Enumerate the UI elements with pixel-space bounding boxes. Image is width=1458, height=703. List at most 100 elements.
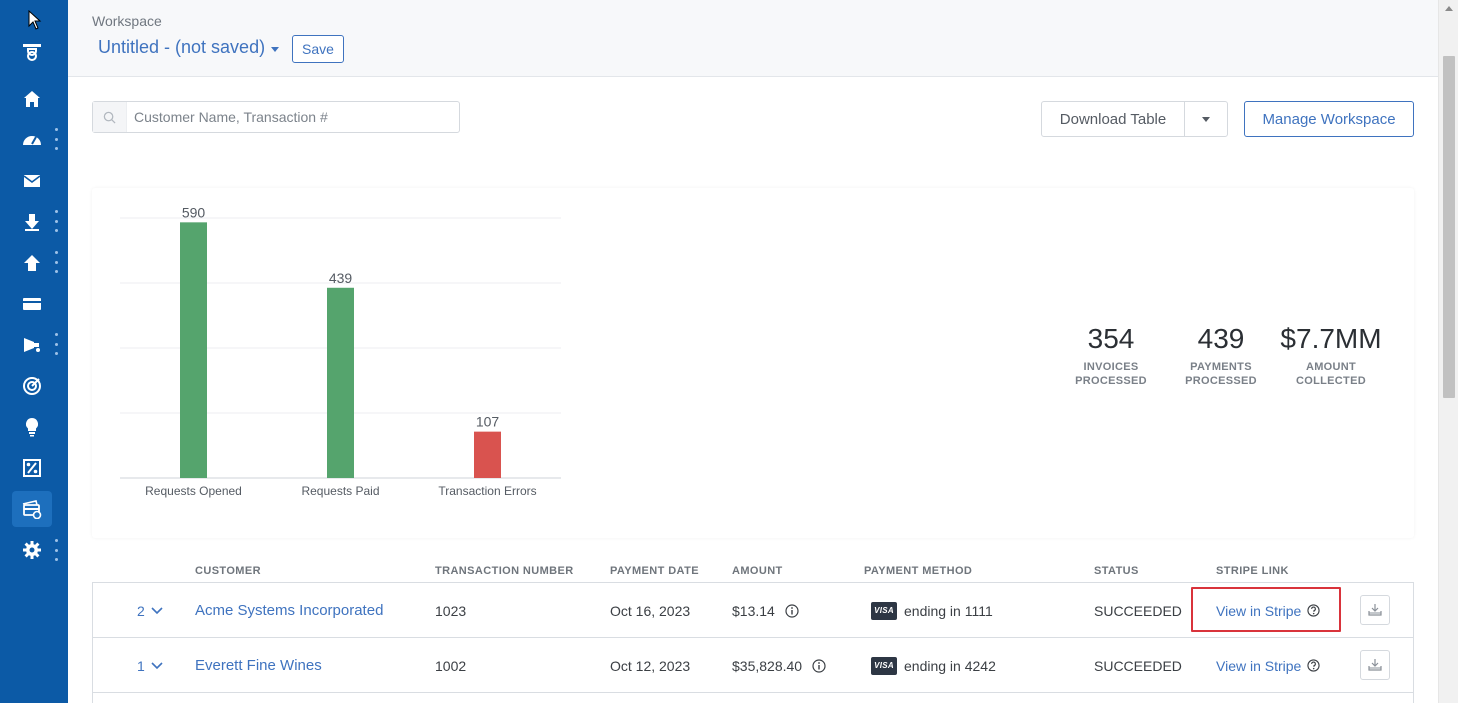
sidebar-item-filter[interactable] <box>12 34 52 70</box>
x-tick-label: Requests Opened <box>145 484 242 498</box>
sidebar-more-settings[interactable] <box>54 539 58 561</box>
sidebar-more-dashboard[interactable] <box>54 128 58 150</box>
credit-card-icon <box>23 298 41 310</box>
help-icon <box>1307 659 1320 672</box>
sidebar <box>0 0 68 703</box>
column-header-transaction-number[interactable]: TRANSACTION NUMBER <box>435 565 574 577</box>
sidebar-item-campaigns[interactable] <box>12 327 52 363</box>
filter-icon <box>23 44 41 61</box>
scrollbar-thumb[interactable] <box>1443 56 1455 398</box>
search-input[interactable] <box>127 102 459 132</box>
row-expand-toggle[interactable]: 1 <box>137 638 163 693</box>
card-ending: ending in 1111 <box>904 602 993 619</box>
home-icon <box>24 91 40 107</box>
megaphone-icon <box>24 338 40 352</box>
column-header-amount[interactable]: AMOUNT <box>732 565 783 577</box>
manage-workspace-button[interactable]: Manage Workspace <box>1244 101 1414 137</box>
bar[interactable] <box>474 431 501 478</box>
transaction-number: 1002 <box>435 657 467 674</box>
download-table-split-button: Download Table <box>1041 101 1228 137</box>
sidebar-more-receivables[interactable] <box>54 210 58 232</box>
summary-stats: 354 INVOICES PROCESSED 439 PAYMENTS PROCES… <box>1056 322 1386 388</box>
download-table-button[interactable]: Download Table <box>1042 102 1185 136</box>
payment-method: VISA ending in 1111 <box>871 583 993 638</box>
sidebar-item-dashboard[interactable] <box>12 122 52 158</box>
bar[interactable] <box>327 287 354 478</box>
chevron-down-icon <box>151 661 163 669</box>
stat-value: 439 <box>1197 323 1245 354</box>
table-row: 1 Everett Fine Wines 1002 Oct 12, 2023 $… <box>93 638 1413 693</box>
sidebar-item-mail[interactable] <box>12 163 52 199</box>
sidebar-item-payments[interactable] <box>12 491 52 527</box>
sidebar-item-cards[interactable] <box>12 286 52 322</box>
download-icon <box>1368 659 1382 671</box>
bar-chart: 590 Requests Opened 439 Requests Paid 107 Tra… <box>120 204 561 498</box>
sidebar-item-payables[interactable] <box>12 245 52 281</box>
column-header-status[interactable]: STATUS <box>1094 565 1139 577</box>
customer-link[interactable]: Everett Fine Wines <box>195 657 322 674</box>
save-button[interactable]: Save <box>292 35 344 63</box>
bar[interactable] <box>180 222 207 478</box>
visa-card-icon: VISA <box>871 601 897 620</box>
sidebar-item-receivables[interactable] <box>12 204 52 240</box>
download-options-dropdown[interactable] <box>1185 102 1227 136</box>
stat-payments-processed: 439 PAYMENTS PROCESSED <box>1166 322 1276 388</box>
column-header-stripe-link[interactable]: STRIPE LINK <box>1216 565 1289 577</box>
transaction-number: 1023 <box>435 602 467 619</box>
chevron-down-icon <box>151 606 163 614</box>
x-tick-label: Transaction Errors <box>438 484 536 498</box>
customer-link[interactable]: Acme Systems Incorporated <box>195 602 384 619</box>
gear-icon <box>23 541 41 559</box>
annotation-highlight-box <box>1191 587 1341 632</box>
column-header-payment-method[interactable]: PAYMENT METHOD <box>864 565 973 577</box>
view-in-stripe-link[interactable]: View in Stripe <box>1216 603 1320 619</box>
info-icon[interactable] <box>812 658 826 673</box>
bar-value-label: 439 <box>329 270 353 286</box>
stat-invoices-processed: 354 INVOICES PROCESSED <box>1056 322 1166 388</box>
stat-value: $7.7MM <box>1280 323 1382 354</box>
amount-cell: $35,828.40 <box>732 638 826 693</box>
target-icon <box>23 377 41 395</box>
upload-arrow-icon <box>24 255 40 271</box>
view-in-stripe-link[interactable]: View in Stripe <box>1216 658 1320 674</box>
mail-icon <box>23 175 41 187</box>
scroll-up-arrow-icon[interactable] <box>1445 6 1453 11</box>
amount-cell: $13.14 <box>732 583 799 638</box>
card-ending: ending in 4242 <box>904 657 996 674</box>
payments-icon <box>22 500 42 519</box>
sidebar-item-discounts[interactable] <box>12 450 52 486</box>
payment-date: Oct 12, 2023 <box>610 657 691 674</box>
column-header-payment-date[interactable]: PAYMENT DATE <box>610 565 699 577</box>
caret-down-icon <box>271 46 280 52</box>
workspace-title-dropdown[interactable]: Untitled - (not saved) <box>98 37 280 58</box>
download-row-button[interactable] <box>1360 595 1390 625</box>
x-tick-label: Requests Paid <box>301 484 379 498</box>
amount: $13.14 <box>732 602 775 619</box>
sidebar-item-home[interactable] <box>12 81 52 117</box>
workspace-header: Workspace Untitled - (not saved) Save <box>68 0 1438 77</box>
row-expand-toggle[interactable]: 2 <box>137 583 163 638</box>
stat-label: PAYMENTS PROCESSED <box>1185 361 1257 387</box>
sidebar-item-settings[interactable] <box>12 532 52 568</box>
caret-down-icon <box>1202 116 1210 122</box>
search-box <box>92 101 460 133</box>
sidebar-item-goals[interactable] <box>12 368 52 404</box>
sidebar-more-campaigns[interactable] <box>54 333 58 355</box>
sidebar-more-payables[interactable] <box>54 251 58 273</box>
visa-card-icon: VISA <box>871 656 897 675</box>
status: SUCCEEDED <box>1094 602 1182 619</box>
payment-date: Oct 16, 2023 <box>610 602 691 619</box>
amount: $35,828.40 <box>732 657 803 674</box>
help-icon <box>1307 604 1320 617</box>
payment-method: VISA ending in 4242 <box>871 638 996 693</box>
download-row-button[interactable] <box>1360 650 1390 680</box>
sidebar-item-insights[interactable] <box>12 409 52 445</box>
column-header-customer[interactable]: CUSTOMER <box>195 565 261 577</box>
table-row: 2 Acme Systems Incorporated 1023 Oct 16,… <box>93 583 1413 638</box>
info-icon[interactable] <box>785 603 799 618</box>
lightbulb-icon <box>25 417 39 437</box>
stat-label: INVOICES PROCESSED <box>1075 361 1147 387</box>
search-icon <box>93 102 127 132</box>
dashboard-gauge-icon <box>23 136 41 145</box>
page-scrollbar[interactable] <box>1438 0 1458 703</box>
